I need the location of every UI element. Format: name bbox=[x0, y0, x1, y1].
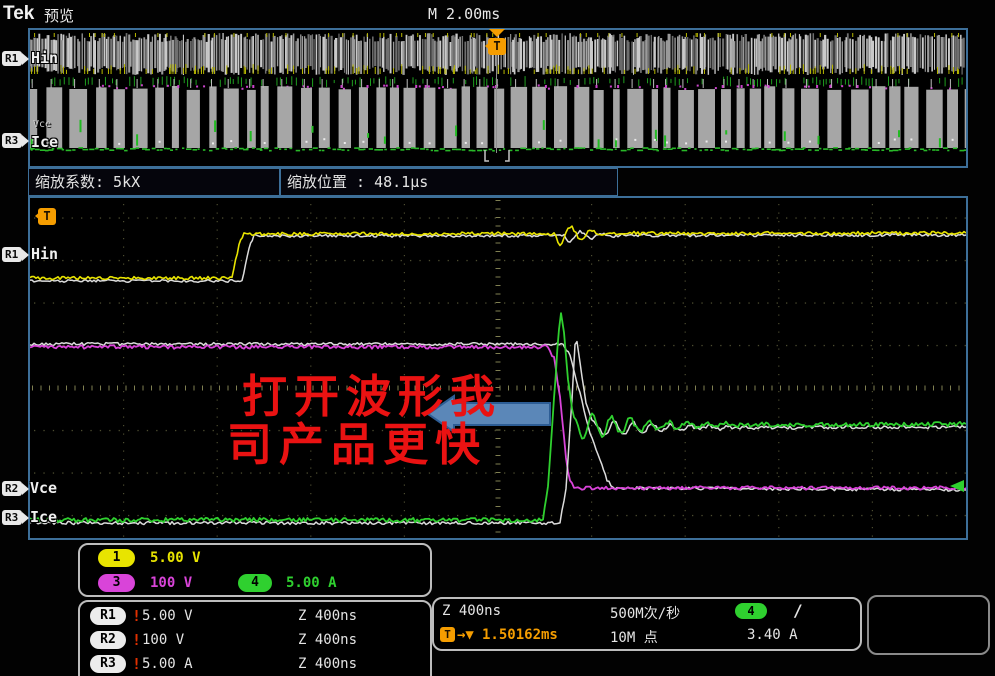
r3-zoom-scale: Z 400ns bbox=[298, 656, 358, 672]
trigger-edge-icon: / bbox=[793, 601, 803, 620]
trigger-delay-readout: 1.50162ms bbox=[482, 627, 558, 643]
zoom-waveform-plot bbox=[30, 200, 966, 537]
overview-vce-small-label: Vce bbox=[33, 119, 52, 130]
r1-alert-icon: ! bbox=[132, 607, 142, 625]
trace-hin-reference bbox=[30, 229, 966, 284]
r2-badge[interactable]: R2 bbox=[90, 631, 126, 649]
main-vce-label: Vce bbox=[30, 479, 58, 497]
ch3-scale: 100 V bbox=[150, 575, 193, 591]
aux-panel[interactable] bbox=[867, 595, 990, 655]
trigger-t-icon: T bbox=[440, 627, 455, 642]
record-length: 10M 点 bbox=[610, 630, 658, 646]
trigger-bracket-icon bbox=[484, 150, 510, 162]
overview-ice-label: Ice bbox=[31, 133, 59, 151]
r3-alert-icon: ! bbox=[132, 655, 142, 673]
zoom-factor-box[interactable]: 缩放系数: 5kX bbox=[28, 168, 280, 196]
r2-alert-icon: ! bbox=[132, 631, 142, 649]
ch4-scale: 5.00 A bbox=[286, 575, 337, 591]
annotation-arrow-icon bbox=[426, 394, 551, 434]
r1-badge[interactable]: R1 bbox=[90, 607, 126, 625]
acquisition-panel[interactable]: Z 400ns 500M次/秒 4 / T →▼ 1.50162ms 10M 点… bbox=[432, 597, 862, 651]
r2-zoom-scale: Z 400ns bbox=[298, 632, 358, 648]
trace-ice bbox=[30, 312, 966, 524]
trigger-flag-icon-main[interactable]: T bbox=[35, 208, 56, 225]
reference-channels-panel[interactable]: R1 ! 5.00 V Z 400ns R2 ! 100 V Z 400ns R… bbox=[78, 600, 432, 676]
trigger-level-marker-icon bbox=[950, 480, 964, 492]
trigger-level-readout: 3.40 A bbox=[747, 627, 798, 643]
trace-vce bbox=[30, 344, 966, 491]
ch4-badge[interactable]: 4 bbox=[238, 574, 272, 592]
channel-scale-panel[interactable]: 1 5.00 V 3 100 V 4 5.00 A bbox=[78, 543, 432, 597]
badge-r1-overview: R1 bbox=[2, 51, 23, 66]
graticule bbox=[32, 200, 966, 537]
annotation-line1: 打开波形我 bbox=[242, 370, 503, 423]
record-overview-window: T bbox=[28, 28, 968, 168]
overview-ice-baseline bbox=[30, 147, 966, 152]
badge-r3-overview: R3 bbox=[2, 133, 23, 148]
badge-r3-main: R3 bbox=[2, 510, 23, 525]
zoom-waveform-window: T 打开波形我 司产品更快 bbox=[28, 196, 968, 540]
ch1-badge[interactable]: 1 bbox=[98, 549, 135, 567]
zoom-position-box[interactable]: 缩放位置 : 48.1μs bbox=[280, 168, 618, 196]
trigger-position-icon[interactable] bbox=[489, 29, 505, 37]
zoom-info-bar: 缩放系数: 5kX 缩放位置 : 48.1μs bbox=[28, 168, 968, 196]
trace-vce-reference bbox=[30, 341, 966, 492]
tek-logo: Tek bbox=[3, 3, 35, 24]
r1-zoom-scale: Z 400ns bbox=[298, 608, 358, 624]
r3-badge[interactable]: R3 bbox=[90, 655, 126, 673]
overview-hin-label: Hin bbox=[31, 49, 59, 67]
annotation-line2: 司产品更快 bbox=[227, 418, 488, 471]
sample-rate: 500M次/秒 bbox=[610, 606, 681, 622]
overview-vce-ice-band bbox=[30, 79, 966, 151]
ch1-scale: 5.00 V bbox=[150, 550, 201, 566]
overview-hin-band bbox=[30, 33, 965, 75]
timebase-readout: M 2.00ms bbox=[428, 5, 501, 23]
r1-scale: 5.00 V bbox=[142, 608, 193, 624]
acq-zoom-scale: Z 400ns bbox=[442, 603, 502, 619]
overview-waveform bbox=[30, 33, 966, 162]
main-ice-label: Ice bbox=[30, 508, 58, 526]
trigger-source-badge[interactable]: 4 bbox=[735, 603, 767, 619]
badge-r1-main: R1 bbox=[2, 247, 23, 262]
r3-scale: 5.00 A bbox=[142, 656, 193, 672]
trigger-line bbox=[496, 55, 497, 153]
trigger-flag-icon[interactable]: T bbox=[485, 38, 506, 55]
ch3-badge[interactable]: 3 bbox=[98, 574, 135, 592]
acquisition-mode-label: 预览 bbox=[44, 7, 75, 25]
trigger-arrow-icons: →▼ bbox=[457, 627, 474, 643]
r2-scale: 100 V bbox=[142, 632, 185, 648]
trace-hin bbox=[30, 225, 966, 281]
badge-r2-main: R2 bbox=[2, 481, 23, 496]
main-hin-label: Hin bbox=[31, 245, 59, 263]
